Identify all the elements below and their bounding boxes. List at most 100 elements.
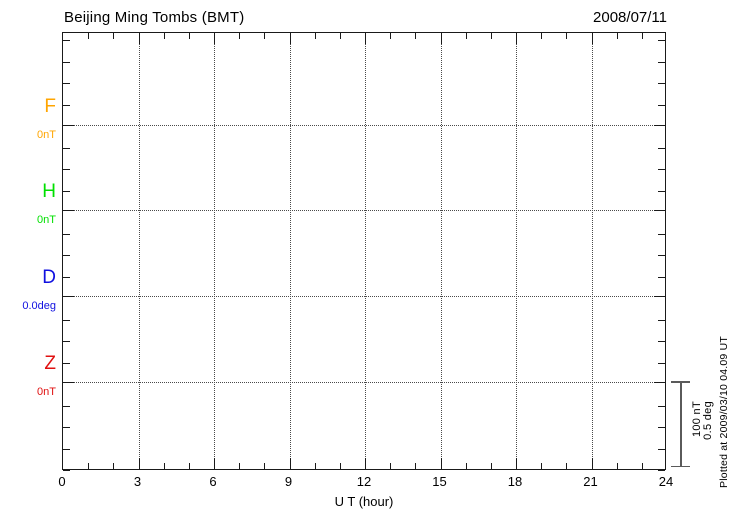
component-baseline-d: 0.0deg <box>22 300 56 312</box>
x-minor-tick <box>88 33 90 39</box>
x-major-tick-6 <box>214 33 215 44</box>
gridline-baseline-z <box>63 382 665 383</box>
observation-date: 2008/07/11 <box>593 9 667 26</box>
x-minor-tick <box>490 463 492 469</box>
y-minor-tick <box>63 320 70 321</box>
x-major-tick-21 <box>591 458 593 469</box>
component-baseline-z: 0nT <box>37 386 56 398</box>
gridline-hour-9 <box>289 33 291 469</box>
x-major-tick-15 <box>440 458 442 469</box>
x-major-tick-18 <box>516 33 517 44</box>
y-minor-tick <box>63 62 70 63</box>
scale-bar <box>671 381 690 467</box>
x-tick-label-15: 15 <box>432 474 447 489</box>
component-label-z: Z <box>44 353 56 374</box>
y-minor-tick <box>63 169 70 170</box>
y-minor-tick <box>63 234 70 235</box>
component-label-d: D <box>42 267 56 288</box>
y-minor-tick <box>63 105 70 106</box>
y-minor-tick <box>63 406 70 407</box>
x-minor-tick <box>415 33 417 39</box>
gridline-hour-12 <box>365 33 366 469</box>
y-minor-tick <box>658 277 665 278</box>
x-minor-tick <box>339 33 341 39</box>
x-minor-tick <box>188 33 190 39</box>
y-minor-tick <box>658 83 665 84</box>
x-major-tick-9 <box>289 33 291 44</box>
component-baseline-f: 0nT <box>37 129 56 141</box>
x-minor-tick <box>163 463 165 469</box>
y-minor-tick <box>658 320 665 321</box>
x-minor-tick <box>113 463 115 469</box>
gridline-hour-21 <box>591 33 593 469</box>
y-minor-tick <box>63 255 70 256</box>
x-minor-tick <box>113 33 115 39</box>
gridline-hour-6 <box>214 33 215 469</box>
y-minor-tick <box>63 83 70 84</box>
x-tick-label-6: 6 <box>209 474 217 489</box>
plotted-at-timestamp: Plotted at 2009/03/10 04.09 UT <box>718 336 730 488</box>
x-minor-tick <box>566 33 568 39</box>
gridline-hour-18 <box>516 33 517 469</box>
y-minor-tick <box>63 40 70 41</box>
x-minor-tick <box>616 33 618 39</box>
x-major-tick-12 <box>365 33 366 44</box>
x-minor-tick <box>339 463 341 469</box>
gridline-baseline-f <box>63 125 665 126</box>
x-minor-tick <box>188 463 190 469</box>
x-minor-tick <box>616 463 618 469</box>
x-minor-tick <box>541 463 543 469</box>
x-major-tick-6 <box>214 458 215 469</box>
y-minor-tick <box>63 191 70 192</box>
y-major-tick-d <box>654 296 665 297</box>
y-minor-tick <box>658 255 665 256</box>
y-minor-tick <box>658 62 665 63</box>
y-minor-tick <box>658 427 665 428</box>
y-minor-tick <box>658 105 665 106</box>
y-major-tick-f <box>654 125 665 126</box>
x-minor-tick <box>314 33 316 39</box>
x-axis-title: U T (hour) <box>334 494 394 509</box>
y-minor-tick <box>63 277 70 278</box>
x-minor-tick <box>314 463 316 469</box>
scale-bar-bottom-cap <box>671 465 690 467</box>
y-minor-tick <box>63 148 70 149</box>
x-minor-tick <box>264 463 266 469</box>
x-minor-tick <box>239 463 241 469</box>
y-minor-tick <box>63 363 70 364</box>
y-minor-tick <box>63 341 70 342</box>
y-major-tick-z <box>63 382 74 383</box>
x-minor-tick <box>641 33 643 39</box>
x-tick-label-12: 12 <box>356 474 372 489</box>
y-minor-tick <box>63 427 70 428</box>
x-tick-label-3: 3 <box>133 474 142 489</box>
y-major-tick-d <box>63 296 74 297</box>
y-minor-tick <box>63 470 70 471</box>
scale-bar-stem <box>680 381 682 467</box>
y-minor-tick <box>658 470 665 471</box>
y-minor-tick <box>658 449 665 450</box>
x-minor-tick <box>465 33 467 39</box>
x-minor-tick <box>390 33 392 39</box>
component-baseline-h: 0nT <box>37 214 56 226</box>
y-minor-tick <box>658 169 665 170</box>
y-minor-tick <box>63 449 70 450</box>
x-major-tick-12 <box>365 458 366 469</box>
x-major-tick-9 <box>289 458 291 469</box>
x-major-tick-3 <box>138 33 140 44</box>
x-minor-tick <box>163 33 165 39</box>
x-minor-tick <box>490 33 492 39</box>
x-minor-tick <box>566 463 568 469</box>
component-label-f: F <box>44 96 56 117</box>
x-major-tick-21 <box>591 33 593 44</box>
x-major-tick-3 <box>138 458 140 469</box>
x-minor-tick <box>541 33 543 39</box>
x-major-tick-15 <box>440 33 442 44</box>
x-tick-label-24: 24 <box>658 474 674 489</box>
x-minor-tick <box>415 463 417 469</box>
gridline-baseline-h <box>63 210 665 211</box>
x-tick-label-18: 18 <box>507 474 523 489</box>
y-minor-tick <box>658 234 665 235</box>
gridline-hour-3 <box>138 33 140 469</box>
